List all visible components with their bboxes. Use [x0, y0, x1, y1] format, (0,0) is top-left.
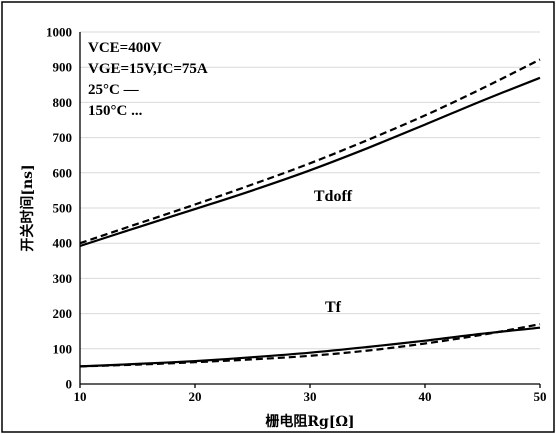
- y-axis-title: 开关时间[ns]: [19, 164, 36, 251]
- axes: [79, 32, 541, 388]
- x-axis-title: 栅电阻Rg[Ω]: [265, 413, 354, 430]
- annotation-150c: 150°C ...: [88, 103, 143, 119]
- series-line-tdoff-25c: [79, 76, 541, 248]
- y-tick-label: 700: [53, 130, 73, 145]
- y-tick-label: 800: [53, 95, 73, 110]
- x-tick-label: 50: [534, 389, 547, 404]
- tick-labels: 0 100 200 300 400 500 600 700 800 900 1000 10 20 30 40…: [46, 25, 547, 405]
- annotation-box: VCE=400V VGE=15V,IC=75A 25°C — 150°C ...: [88, 40, 208, 119]
- y-tick-label: 500: [53, 201, 73, 216]
- y-tick-label: 900: [53, 60, 73, 75]
- y-tick-label: 600: [53, 165, 73, 180]
- y-tick-label: 100: [53, 341, 73, 356]
- gridlines: [80, 31, 540, 350]
- x-tick-label: 40: [419, 389, 432, 404]
- y-tick-label: 400: [53, 236, 73, 251]
- series-label-tdoff: Tdoff: [314, 188, 353, 205]
- series-label-tf: Tf: [325, 299, 342, 316]
- series-line-tf-25c: [79, 326, 541, 368]
- annotation-vce: VCE=400V: [88, 40, 162, 56]
- x-tick-label: 10: [74, 389, 87, 404]
- annotation-25c: 25°C —: [88, 82, 140, 98]
- series-line-tf-150c: [79, 323, 541, 368]
- y-tick-label: 200: [53, 306, 73, 321]
- series-lines: [79, 58, 541, 368]
- y-tick-label: 1000: [46, 25, 72, 40]
- y-tick-label: 300: [53, 271, 73, 286]
- annotation-vge-ic: VGE=15V,IC=75A: [88, 61, 208, 77]
- y-tick-label: 0: [66, 377, 73, 392]
- x-tick-label: 30: [304, 389, 317, 404]
- series-line-tdoff-150c: [79, 58, 541, 245]
- x-tick-label: 20: [189, 389, 202, 404]
